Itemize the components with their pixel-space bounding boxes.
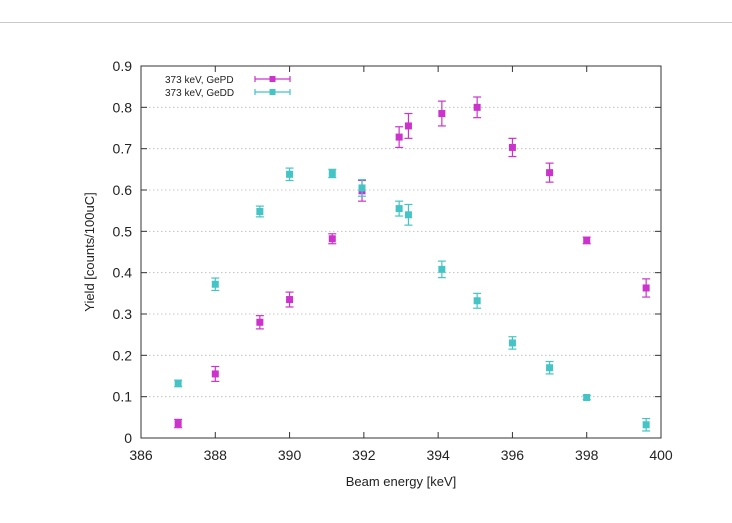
y-tick-label: 0.1	[113, 389, 133, 405]
legend-label: 373 keV, GePD	[165, 75, 234, 86]
series-1	[174, 96, 651, 429]
data-point	[328, 169, 336, 177]
axis-ticks: 0 0.1 0.2 0.3 0.4 0.5 0.6 0.7 0.8 0.9 386 388 390 392…	[113, 58, 673, 463]
y-tick-label: 0.9	[113, 58, 133, 74]
data-point	[508, 143, 516, 151]
y-axis-label: Yield [counts/100uC]	[82, 192, 97, 311]
y-tick-label: 0	[124, 430, 132, 446]
data-point	[174, 420, 182, 428]
data-point	[256, 207, 264, 215]
x-tick-label: 386	[129, 447, 153, 463]
plot-frame	[140, 65, 662, 439]
legend-marker	[269, 89, 276, 95]
data-point	[473, 297, 481, 305]
data-point	[286, 170, 294, 178]
data-point	[256, 318, 264, 326]
data-series	[174, 96, 651, 432]
data-point	[404, 211, 412, 219]
legend-label: 373 keV, GeDD	[165, 88, 234, 99]
x-tick-label: 400	[649, 447, 673, 463]
data-point	[328, 235, 336, 243]
legend: 373 keV, GePD 373 keV, GeDD	[165, 75, 291, 99]
data-point	[438, 265, 446, 273]
data-point	[546, 169, 554, 177]
data-point	[438, 110, 446, 118]
data-point	[546, 364, 554, 372]
grid	[141, 106, 661, 398]
y-tick-label: 0.2	[113, 347, 133, 363]
data-point	[473, 103, 481, 111]
y-tick-label: 0.7	[113, 141, 133, 157]
data-point	[395, 133, 403, 141]
y-tick-label: 0.5	[113, 223, 133, 239]
data-point	[211, 280, 219, 288]
data-point	[642, 421, 650, 429]
legend-marker	[269, 76, 276, 82]
series-2	[174, 167, 651, 432]
y-tick-label: 0.6	[113, 182, 133, 198]
data-point	[508, 339, 516, 347]
data-point	[211, 370, 219, 378]
top-divider	[0, 22, 732, 23]
x-tick-label: 396	[501, 447, 525, 463]
x-tick-label: 394	[426, 447, 450, 463]
data-point	[174, 379, 182, 387]
data-point	[583, 393, 591, 401]
y-tick-label: 0.8	[113, 99, 133, 115]
x-tick-label: 390	[278, 447, 302, 463]
x-tick-label: 398	[575, 447, 599, 463]
data-point	[395, 205, 403, 213]
y-tick-label: 0.3	[113, 306, 133, 322]
x-axis-label: Beam energy [keV]	[346, 474, 457, 489]
data-point	[286, 296, 294, 304]
x-tick-label: 392	[352, 447, 376, 463]
data-point	[358, 184, 366, 192]
data-point	[583, 236, 591, 244]
y-tick-label: 0.4	[113, 265, 133, 281]
x-tick-label: 388	[204, 447, 228, 463]
data-point	[642, 284, 650, 292]
data-point	[404, 122, 412, 130]
